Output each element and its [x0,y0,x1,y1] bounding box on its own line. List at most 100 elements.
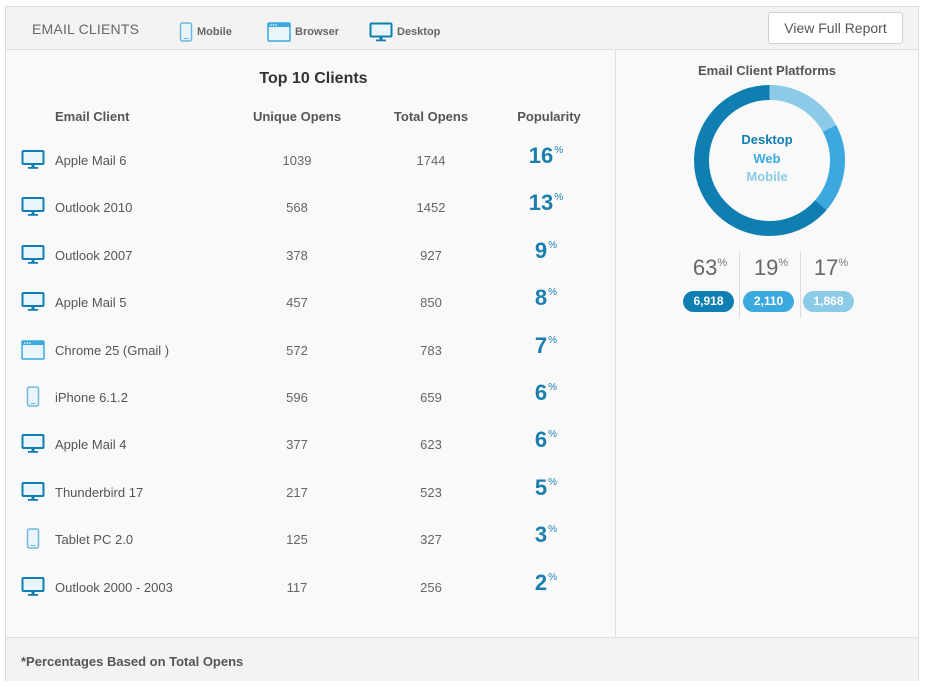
client-name: iPhone 6.1.2 [55,390,129,405]
popularity-number: 6 [534,380,548,405]
client-type-icon [21,291,45,315]
popularity-pct-symbol: % [548,524,558,536]
stat-desktop-pct-symbol: % [717,257,728,269]
unique-opens-value: 1039 [282,153,312,168]
unique-opens-value: 125 [286,532,308,548]
client-name: Tablet PC 2.0 [55,532,134,548]
popularity-value: 13% [506,190,586,216]
client-type-icon [21,339,45,363]
client-type-icon [21,386,45,410]
platforms-title: Email Client Platforms [698,63,836,78]
unique-opens-value: 378 [286,247,308,263]
client-name: Apple Mail 6 [55,153,127,168]
total-opens-value: 327 [420,532,442,548]
column-header-unique-opens: Unique Opens [252,109,342,124]
popularity-pct-symbol: % [548,571,558,583]
table-row: Outlook 2007 378 927 9% [6,238,615,291]
stat-desktop-percent: 63% [680,255,740,281]
unique-opens-value: 457 [286,295,308,311]
legend-desktop-label: Desktop [397,26,441,38]
footer-note: *Percentages Based on Total Opens [21,654,244,669]
legend-browser-label: Browser [295,26,340,38]
donut-slice-web [815,124,845,210]
panel-title: EMAIL CLIENTS [32,21,140,37]
view-full-report-button[interactable]: View Full Report [768,12,903,44]
mobile-icon [26,528,40,549]
unique-opens-value: 217 [286,484,308,500]
table-title: Top 10 Clients [259,70,368,87]
mobile-icon [179,22,193,42]
desktop-icon [369,22,393,42]
popularity-number: 5 [534,474,548,500]
unique-opens-value: 117 [286,579,308,595]
column-header-popularity: Popularity [517,109,581,124]
popularity-value: 9% [506,238,586,264]
table-row: Apple Mail 5 457 850 8% [6,285,615,338]
desktop-icon [21,292,45,311]
popularity-value: 3% [506,522,586,548]
popularity-value: 6% [506,427,586,453]
legend-mobile: Mobile [179,22,232,42]
popularity-pct-symbol: % [548,287,558,299]
email-clients-panel: EMAIL CLIENTS Mobile Browser Desktop [5,6,919,681]
table-row: Chrome 25 (Gmail ) 572 783 7% [6,333,615,386]
stat-mobile-value: 17 [813,255,839,280]
desktop-icon [21,244,45,264]
donut-label-desktop: Desktop [741,132,793,147]
popularity-value: 6% [506,380,586,406]
desktop-icon [21,481,45,501]
client-type-icon [21,481,45,505]
stat-divider [800,252,801,318]
total-opens-value: 927 [420,247,442,263]
total-opens-value: 1744 [416,153,446,168]
popularity-value: 2% [506,570,586,596]
count-badge-mobile: 1,868 [803,291,854,312]
desktop-icon [21,197,45,217]
popularity-number: 3 [534,522,548,548]
popularity-value: 8% [506,285,586,311]
unique-opens-value: 596 [286,390,308,405]
count-badge-desktop: 6,918 [683,291,734,312]
desktop-icon [21,150,45,169]
stat-web-pct-symbol: % [778,257,789,269]
client-type-icon [21,196,45,220]
table-row: Apple Mail 6 1039 1744 16% [6,143,615,196]
column-header-client: Email Client [55,109,130,124]
table-row: Outlook 2000 - 2003 117 256 2% [6,570,615,623]
stat-desktop-value: 63 [692,255,718,280]
legend-desktop: Desktop [369,22,440,42]
legend-browser: Browser [267,22,339,42]
client-name: Outlook 2000 - 2003 [55,579,173,595]
stat-mobile-percent: 17% [801,255,861,281]
popularity-pct-symbol: % [548,382,558,393]
platforms-donut-chart [694,85,845,236]
stat-divider [739,252,740,318]
popularity-number: 8 [534,285,548,311]
total-opens-value: 783 [420,342,442,358]
table-row: Outlook 2010 568 1452 13% [6,190,615,243]
popularity-pct-symbol: % [548,429,558,441]
client-type-icon [21,244,45,268]
unique-opens-value: 568 [286,200,308,216]
client-type-icon [21,149,45,173]
total-opens-value: 659 [420,390,442,405]
stat-web-value: 19 [753,255,779,280]
client-name: Apple Mail 5 [55,295,127,311]
total-opens-value: 850 [420,295,442,311]
popularity-number: 7 [534,332,548,358]
table-row: Thunderbird 17 217 523 5% [6,475,615,528]
popularity-pct-symbol: % [548,334,558,346]
client-name: Chrome 25 (Gmail ) [55,342,170,358]
legend-mobile-label: Mobile [197,26,232,38]
stat-mobile-pct-symbol: % [838,257,849,269]
top-clients-section: Top 10 Clients Email Client Unique Opens… [6,50,616,637]
popularity-number: 13 [528,190,554,216]
client-type-icon [21,528,45,552]
popularity-pct-symbol: % [548,476,558,488]
popularity-number: 6 [534,427,548,453]
table-row: Tablet PC 2.0 125 327 3% [6,522,615,575]
client-name: Thunderbird 17 [55,484,144,500]
client-name: Outlook 2010 [55,200,133,216]
platforms-section: Email Client Platforms Desktop Web Mobil… [616,50,918,637]
popularity-number: 16 [528,143,554,168]
